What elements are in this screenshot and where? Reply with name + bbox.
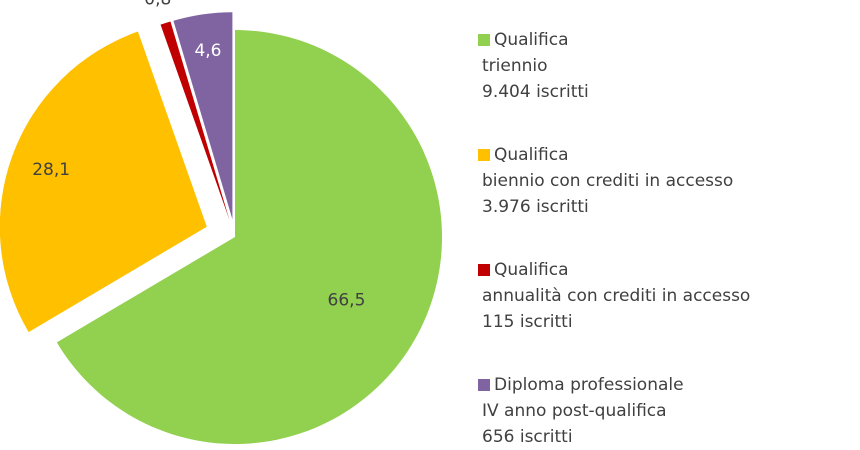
pie-slice <box>173 12 233 220</box>
legend-label: Diploma professionale <box>494 375 684 395</box>
pie-slice <box>160 21 230 220</box>
legend-label: 9.404 iscritti <box>482 82 589 102</box>
legend-label: 115 iscritti <box>482 312 573 332</box>
legend-label: Qualifica <box>494 260 569 280</box>
legend-label: 3.976 iscritti <box>482 197 589 217</box>
legend-label: 656 iscritti <box>482 427 573 447</box>
data-label: 0,8 <box>144 0 171 9</box>
legend-label: IV anno post-qualifica <box>482 401 667 421</box>
legend-swatch <box>478 34 490 46</box>
legend-label: triennio <box>482 56 548 76</box>
legend-swatch <box>478 149 490 161</box>
legend-label: Qualifica <box>494 30 569 50</box>
legend-label: annualità con crediti in accesso <box>482 286 750 306</box>
legend-swatch <box>478 379 490 391</box>
data-label: 66,5 <box>328 291 366 311</box>
data-label: 4,6 <box>194 41 221 61</box>
pie-slice <box>0 31 207 333</box>
pie-slice <box>56 30 442 445</box>
data-label: 28,1 <box>32 160 70 180</box>
legend-label: biennio con crediti in accesso <box>482 171 733 191</box>
legend-swatch <box>478 264 490 276</box>
legend-label: Qualifica <box>494 145 569 165</box>
